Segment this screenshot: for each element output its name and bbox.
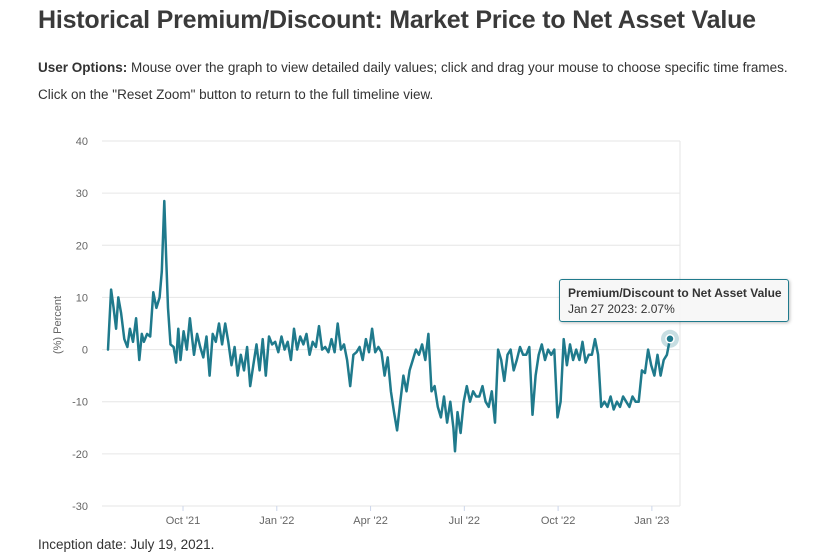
x-tick-label: Jul '22	[449, 515, 480, 527]
tooltip-title: Premium/Discount to Net Asset Value	[568, 286, 782, 300]
y-tick-label: -10	[72, 397, 88, 409]
y-axis-ticks: 40 30 20 10 0 -10 -20 -30	[72, 136, 88, 513]
premium-discount-line[interactable]	[106, 199, 672, 453]
y-tick-label: 30	[76, 188, 88, 200]
tooltip-value: 2.07%	[640, 302, 675, 316]
user-options-description: Mouse over the graph to view detailed da…	[38, 60, 788, 102]
page-title: Historical Premium/Discount: Market Pric…	[38, 6, 756, 34]
y-tick-label: 10	[76, 292, 88, 304]
x-tick-label: Jan '22	[259, 515, 294, 527]
y-tick-label: -20	[72, 449, 88, 461]
y-axis-label: (%) Percent	[52, 296, 64, 354]
premium-discount-chart[interactable]: 40 30 20 10 0 -10 -20 -30 Oct '21 Jan '22 Apr '22…	[0, 120, 832, 530]
user-options-text: User Options: Mouse over the graph to vi…	[38, 54, 818, 108]
x-tick-label: Apr '22	[353, 515, 388, 527]
x-tick-label: Oct '21	[166, 515, 201, 527]
user-options-label: User Options:	[38, 60, 128, 75]
chart-gridlines	[102, 140, 681, 507]
y-tick-label: -30	[72, 501, 88, 513]
x-tick-label: Jan '23	[634, 515, 669, 527]
y-tick-label: 0	[82, 345, 88, 357]
tooltip-value-line: Jan 27 2023: 2.07%	[568, 302, 675, 316]
inception-date: Inception date: July 19, 2021.	[38, 537, 215, 552]
chart-tooltip: Premium/Discount to Net Asset Value Jan …	[559, 279, 789, 322]
x-tick-label: Oct '22	[541, 515, 576, 527]
hover-marker[interactable]	[665, 334, 675, 344]
x-axis-ticks: Oct '21 Jan '22 Apr '22 Jul '22 Oct '22 Jan '…	[166, 506, 669, 527]
tooltip-date: Jan 27 2023	[568, 302, 635, 316]
y-tick-label: 20	[76, 240, 88, 252]
y-tick-label: 40	[76, 136, 88, 148]
